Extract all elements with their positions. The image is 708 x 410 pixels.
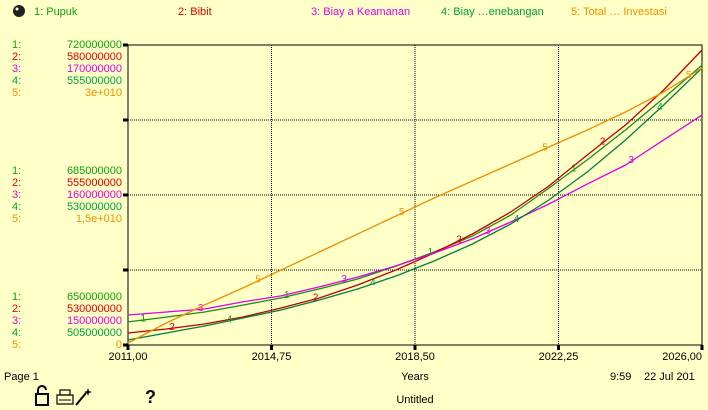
- curve-marker: 4: [227, 314, 233, 325]
- y-tick-label: 580000000: [67, 51, 122, 63]
- x-tick-label: 2022,25: [539, 351, 579, 363]
- series-line: [127, 49, 703, 334]
- graph-icon[interactable]: [13, 5, 25, 17]
- curve-marker: 4: [657, 102, 663, 113]
- x-axis-label: Years: [401, 371, 429, 383]
- curve-marker: 2: [456, 234, 462, 245]
- y-tick-label: 170000000: [67, 63, 122, 75]
- curve-marker: 2: [313, 293, 319, 304]
- curve-marker: 2: [600, 137, 606, 148]
- y-axis-key: 2:: [12, 303, 21, 315]
- curve-marker: 4: [514, 214, 520, 225]
- legend-entry: 2: Bibit: [178, 6, 212, 18]
- curve-marker: 1: [141, 314, 147, 325]
- y-axis-key: 1:: [12, 39, 21, 51]
- legend-entry: 1: Pupuk: [34, 6, 78, 18]
- curve-marker: 3: [341, 274, 347, 285]
- y-axis-key: 3:: [12, 63, 21, 75]
- y-tick-label: 1,5e+010: [76, 213, 122, 225]
- date: 22 Jul 201: [644, 371, 695, 383]
- y-tick-label: 160000000: [67, 189, 122, 201]
- page-label: Page 1: [4, 371, 39, 383]
- series-line: [127, 67, 703, 341]
- y-axis-key: 4:: [12, 75, 21, 87]
- y-axis-key: 5:: [12, 213, 21, 225]
- curve-marker: 2: [169, 322, 175, 333]
- curve-marker: 5: [399, 207, 405, 218]
- series-line: [127, 67, 703, 344]
- series-line: [127, 114, 703, 316]
- y-tick-label: 650000000: [67, 291, 122, 303]
- curve-marker: 4: [370, 277, 376, 288]
- y-axis-key: 3:: [12, 315, 21, 327]
- y-axis-key: 4:: [12, 327, 21, 339]
- x-tick-label: 2026,00: [662, 351, 702, 363]
- print-icon[interactable]: [56, 389, 74, 405]
- curve-marker: 1: [428, 247, 434, 258]
- lock-icon[interactable]: [35, 385, 49, 406]
- legend-entry: 4: Biay …enebangan: [441, 6, 544, 18]
- x-tick-label: 2011,00: [109, 351, 148, 363]
- y-tick-label: 530000000: [67, 201, 122, 213]
- y-axis-key: 2:: [12, 177, 21, 189]
- curve-marker: 1: [571, 163, 577, 174]
- y-tick-label: 555000000: [67, 75, 122, 87]
- curve-marker: 5: [542, 142, 548, 153]
- curve-marker: 1: [284, 290, 290, 301]
- y-tick-label: 530000000: [67, 303, 122, 315]
- curve-marker: 5: [686, 70, 692, 81]
- y-tick-label: 720000000: [67, 39, 122, 51]
- document-title: Untitled: [396, 394, 433, 406]
- y-axis-key: 5:: [12, 339, 21, 351]
- y-tick-label: 3e+010: [85, 87, 122, 99]
- help-button[interactable]: ?: [145, 387, 156, 407]
- wand-icon[interactable]: [75, 388, 92, 406]
- x-tick-label: 2014,75: [252, 351, 292, 363]
- y-axis-key: 1:: [12, 291, 21, 303]
- y-tick-label: 0: [116, 339, 122, 351]
- y-axis-key: 1:: [12, 165, 21, 177]
- x-tick-label: 2018,50: [395, 351, 435, 363]
- curve-marker: 3: [198, 303, 204, 314]
- curve-marker: 3: [485, 226, 491, 237]
- y-axis-key: 5:: [12, 87, 21, 99]
- legend-entry: 3: Biay a Keamanan: [311, 6, 410, 18]
- y-tick-label: 150000000: [67, 315, 122, 327]
- time: 9:59: [610, 371, 631, 383]
- y-tick-label: 685000000: [67, 165, 122, 177]
- graph-icon-dot: [15, 7, 19, 11]
- y-tick-label: 505000000: [67, 327, 122, 339]
- y-axis-key: 2:: [12, 51, 21, 63]
- y-tick-label: 555000000: [67, 177, 122, 189]
- curve-marker: 5: [255, 274, 261, 285]
- y-axis-key: 4:: [12, 201, 21, 213]
- legend-entry: 5: Total … Investasi: [571, 6, 667, 18]
- curve-marker: 3: [628, 155, 634, 166]
- y-axis-key: 3:: [12, 189, 21, 201]
